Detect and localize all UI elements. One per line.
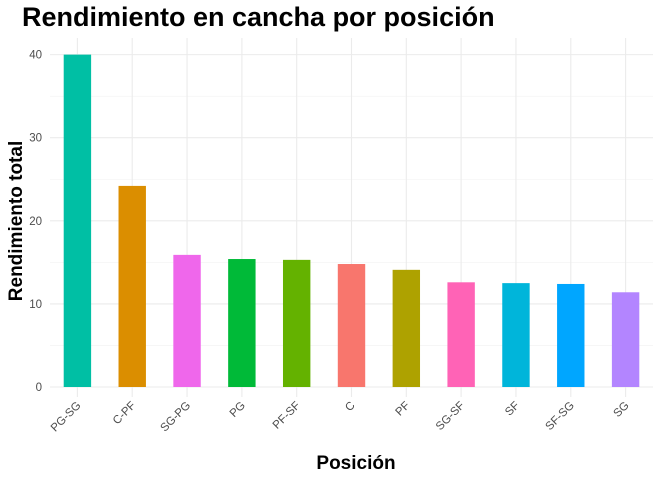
bar-pg-sg: [63, 54, 92, 387]
x-tick-label: SG-PG: [158, 400, 193, 435]
chart-title: Rendimiento en cancha por posición: [22, 2, 495, 32]
y-tick-label: 10: [29, 299, 42, 311]
x-tick-label: SF-SG: [544, 400, 577, 433]
bar-c: [337, 264, 366, 387]
y-axis-ticks: 0 10 20 30 40: [29, 50, 42, 394]
bar-sg-pg: [173, 254, 201, 387]
bar-sf: [502, 283, 530, 387]
x-tick-label: SG: [611, 400, 631, 420]
bar-sf-sg: [557, 283, 585, 387]
y-tick-label: 0: [36, 382, 42, 394]
y-tick-label: 20: [29, 216, 42, 228]
x-tick-label: PG-SG: [49, 400, 84, 435]
x-tick-label: PF: [394, 400, 413, 419]
x-tick-label: PG: [228, 400, 248, 420]
bar-pf-sf: [282, 259, 311, 387]
bars: [63, 54, 640, 387]
bar-pf: [392, 269, 421, 387]
x-tick-label: C: [343, 400, 357, 414]
bar-c-pf: [118, 185, 146, 387]
bar-pg: [228, 259, 256, 387]
x-tick-label: C-PF: [111, 400, 138, 427]
y-axis-title: Rendimiento total: [6, 141, 27, 301]
x-tick-label: PF-SF: [271, 400, 303, 432]
y-tick-label: 30: [29, 133, 42, 145]
bar-sg-sf: [447, 282, 475, 387]
y-tick-label: 40: [29, 50, 42, 62]
x-axis-ticks: PG-SG C-PF SG-PG PG PF-SF C PF SG-SF SF SF-SG SG: [49, 400, 632, 435]
x-axis-title: Posición: [316, 453, 395, 474]
bar-sg: [611, 292, 640, 387]
x-tick-label: SF: [503, 400, 522, 419]
x-tick-label: SG-SF: [434, 400, 467, 433]
